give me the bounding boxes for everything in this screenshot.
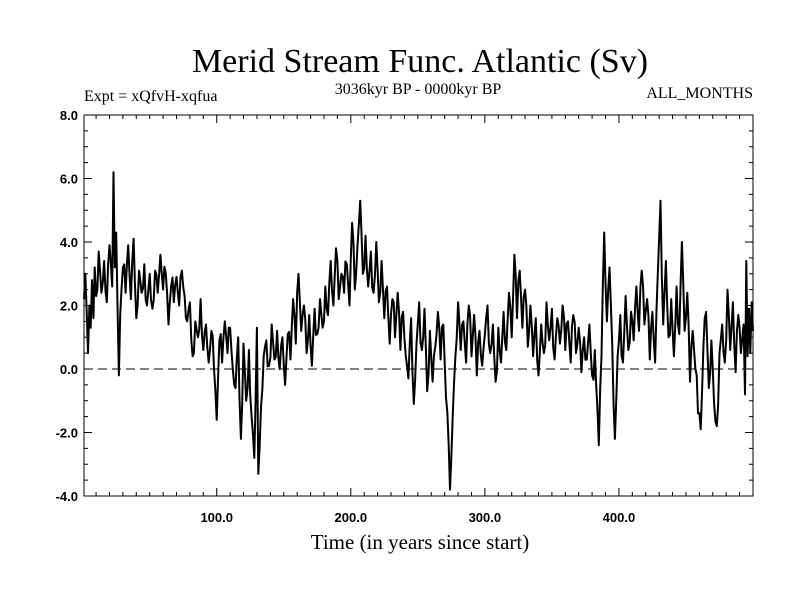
months-label: ALL_MONTHS	[646, 85, 753, 102]
y-tick-label: 0.0	[60, 362, 78, 377]
x-tick-label: 200.0	[335, 510, 368, 525]
time-range-label: 3036kyr BP - 0000kyr BP	[335, 81, 502, 98]
x-tick-label: 100.0	[200, 510, 233, 525]
x-axis-label: Time (in years since start)	[311, 530, 530, 554]
x-tick-label: 300.0	[469, 510, 502, 525]
experiment-label: Expt = xQfvH-xqfua	[84, 88, 217, 105]
y-tick-label: 6.0	[60, 172, 78, 187]
y-tick-label: -2.0	[56, 426, 78, 441]
y-tick-label: 4.0	[60, 235, 78, 250]
chart-title: Merid Stream Func. Atlantic (Sv)	[192, 43, 648, 80]
y-axis-ticks: -4.0 -2.0 0.0 2.0 4.0 6.0 8.0	[56, 108, 753, 504]
y-tick-label: 8.0	[60, 108, 78, 123]
series-line	[83, 171, 754, 491]
x-axis-ticks: 100.0 200.0 300.0 400.0	[95, 115, 741, 525]
y-tick-label: -4.0	[56, 489, 78, 504]
x-tick-label: 400.0	[603, 510, 636, 525]
y-tick-label: 2.0	[60, 299, 78, 314]
plot-area-frame	[83, 114, 754, 497]
